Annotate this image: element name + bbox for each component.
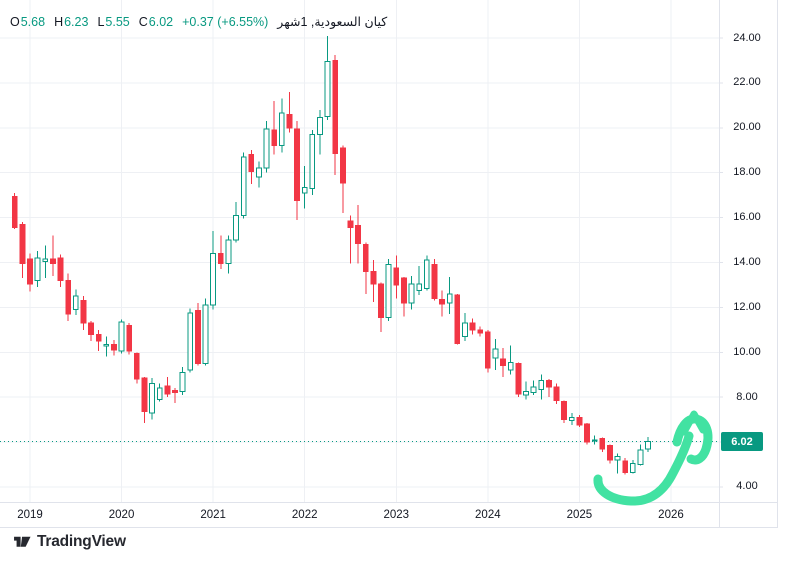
price-axis-label: 18.00 xyxy=(733,166,761,179)
price-axis-label: 10.00 xyxy=(733,345,761,358)
price-axis-label: 16.00 xyxy=(733,211,761,224)
high-value: H 6.23 xyxy=(54,15,89,29)
last-price-badge: 6.02 xyxy=(721,432,763,452)
price-axis-label: 8.00 xyxy=(736,390,758,403)
candles-layer xyxy=(11,35,651,475)
low-value: L 5.55 xyxy=(97,15,130,29)
tradingview-mark-icon xyxy=(14,536,31,547)
price-axis-label: 14.00 xyxy=(733,255,761,268)
time-axis-label: 2021 xyxy=(200,509,226,521)
change-value: +0.37 (+6.55%) xyxy=(182,15,269,29)
time-axis-label: 2023 xyxy=(383,509,410,521)
arrow-up-annotation-icon[interactable] xyxy=(593,410,713,506)
price-axis-label: 22.00 xyxy=(733,76,761,89)
close-value: C 6.02 xyxy=(138,15,174,29)
time-axis-label: 2020 xyxy=(108,509,135,521)
time-axis-label: 2019 xyxy=(17,509,43,521)
symbol-legend: O 5.68 H 6.23 L 5.55 C 6.02 +0.37 (+6.55%) ك… xyxy=(10,14,387,29)
price-axis-label: 24.00 xyxy=(733,31,761,44)
grid-layer xyxy=(0,0,719,502)
time-axis-label: 2022 xyxy=(291,509,318,521)
open-value: O 5.68 xyxy=(10,15,46,29)
time-axis-label: 2024 xyxy=(475,509,501,521)
time-axis-label: 2025 xyxy=(566,509,593,521)
price-axis-label: 20.00 xyxy=(733,121,761,134)
time-axis-label: 2026 xyxy=(658,509,684,521)
tradingview-logo[interactable]: TradingView xyxy=(13,532,126,551)
price-axis-label: 12.00 xyxy=(733,300,761,313)
price-axis-label: 4.00 xyxy=(736,480,758,493)
brand-text: TradingView xyxy=(37,532,126,550)
symbol-name: كيان السعودية, 1شهر xyxy=(277,15,388,29)
